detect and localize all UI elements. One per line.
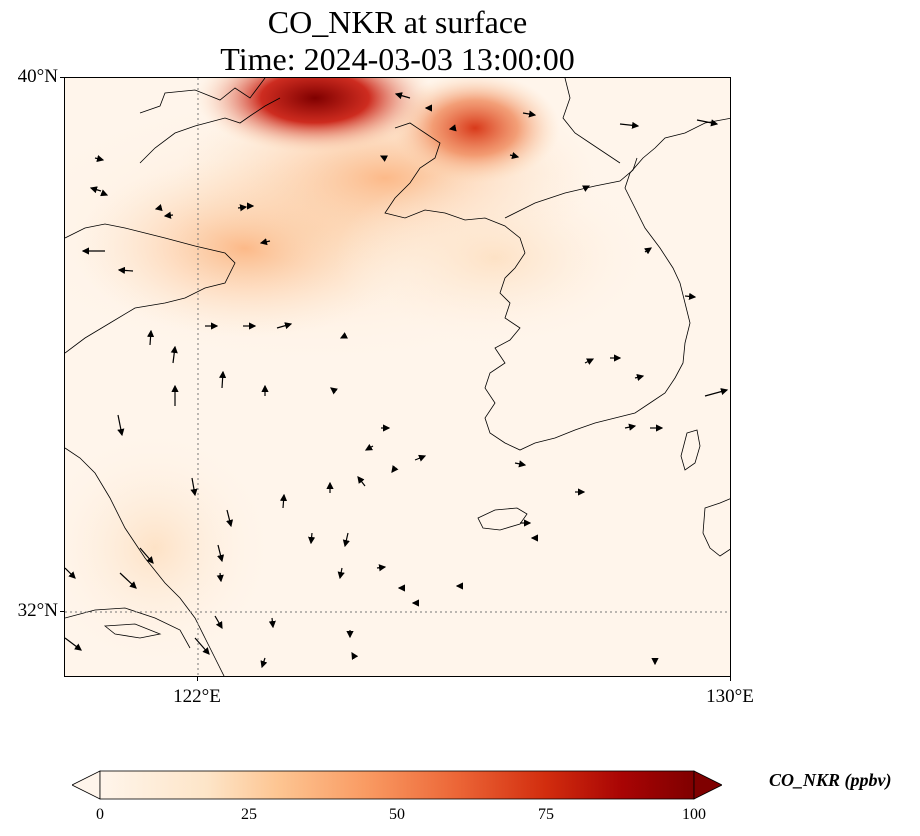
wind-arrow xyxy=(194,637,210,655)
map-title-line-1: CO_NKR at surface xyxy=(267,4,528,40)
wind-arrow xyxy=(522,110,537,118)
colorbar-label: CO_NKR (ppbv) xyxy=(769,770,892,790)
gridlines xyxy=(65,78,730,676)
plume-korea-bay xyxy=(335,168,655,348)
wind-arrow xyxy=(376,564,387,572)
wind-arrow xyxy=(216,572,224,583)
yangtze-island xyxy=(103,623,162,639)
wind-arrow xyxy=(339,332,348,339)
wind-arrow xyxy=(364,443,374,451)
lon-tick-122E xyxy=(197,677,198,681)
wind-arrow xyxy=(268,617,276,629)
concentration-field xyxy=(65,78,655,668)
wind-arrow xyxy=(696,119,719,127)
colorbar-tick-50: 50 xyxy=(389,806,405,823)
wind-arrow xyxy=(163,211,174,219)
colorbar-tick-0: 0 xyxy=(96,806,104,823)
wind-vectors xyxy=(65,92,729,669)
wind-arrow xyxy=(514,460,527,468)
wind-arrow xyxy=(65,637,82,651)
lon-tick-130E xyxy=(730,677,731,681)
wind-arrow xyxy=(214,615,223,630)
japan-kyushu xyxy=(702,498,730,557)
wind-arrow xyxy=(259,238,271,246)
wind-arrow xyxy=(279,493,288,509)
lon-label-122E: 122°E xyxy=(173,686,221,707)
wind-arrow xyxy=(89,186,102,194)
wind-arrow xyxy=(704,388,729,397)
wind-arrow xyxy=(394,92,411,100)
wind-arrow xyxy=(146,329,155,346)
wind-arrow xyxy=(624,423,637,431)
coast-korea-bay xyxy=(384,122,526,254)
map-title-line-2: Time: 2024-03-03 13:00:00 xyxy=(220,41,575,77)
wind-arrow xyxy=(65,567,76,579)
wind-arrow xyxy=(634,373,645,381)
wind-arrow xyxy=(619,121,640,129)
wind-arrow xyxy=(509,152,520,160)
wind-arrow xyxy=(117,266,134,275)
wind-arrow xyxy=(226,509,234,528)
lat-tick-32N xyxy=(60,611,64,612)
wind-arrow xyxy=(582,185,591,192)
colorbar-extend-max xyxy=(693,770,722,800)
wind-arrow xyxy=(337,567,345,580)
lon-label-130E: 130°E xyxy=(706,686,754,707)
colorbar-tick-25: 25 xyxy=(241,806,257,823)
wind-arrow xyxy=(260,657,268,669)
coast-bohai-west xyxy=(65,223,236,354)
wind-arrow xyxy=(119,572,137,589)
wind-arrow xyxy=(94,155,105,163)
coast-korea-north xyxy=(562,78,621,164)
japan-tsushima xyxy=(680,429,701,471)
colorbar-tick-100: 100 xyxy=(682,806,706,823)
wind-arrow xyxy=(342,532,350,548)
wind-arrow xyxy=(448,124,457,132)
wind-arrow xyxy=(379,155,388,162)
wind-arrow xyxy=(170,345,178,364)
coastlines xyxy=(65,78,730,676)
coast-liaodong-bay xyxy=(139,78,266,114)
wind-arrow xyxy=(139,547,154,564)
wind-arrow xyxy=(237,204,248,212)
wind-arrow xyxy=(117,414,125,437)
wind-arrow xyxy=(190,477,198,497)
coast-liaodong-peninsula xyxy=(139,97,281,164)
wind-arrow xyxy=(414,454,427,462)
wind-arrow xyxy=(154,204,163,212)
plume-southwest xyxy=(65,428,275,668)
colorbar xyxy=(72,770,722,800)
wind-arrow xyxy=(276,322,293,330)
wind-arrow xyxy=(584,358,595,365)
colorbar-gradient xyxy=(99,770,695,800)
wind-arrow xyxy=(219,370,227,389)
wind-arrow xyxy=(644,247,652,255)
wind-arrow xyxy=(330,387,338,395)
hotspot-main xyxy=(195,78,435,153)
lat-label-40N: 40°N xyxy=(17,66,58,87)
wind-arrow xyxy=(357,476,366,487)
colorbar-tick-75: 75 xyxy=(538,806,554,823)
wind-arrow xyxy=(684,292,697,300)
colorbar-extend-min xyxy=(72,770,101,800)
wind-arrow xyxy=(100,189,109,197)
wind-arrow xyxy=(308,532,316,545)
coast-yangtze-mouth xyxy=(65,607,191,649)
wind-arrow xyxy=(391,465,399,473)
lat-tick-40N xyxy=(60,77,64,78)
map-panel xyxy=(64,77,731,677)
coast-jiangsu xyxy=(65,447,225,676)
dmz-line xyxy=(504,157,638,219)
wind-arrow xyxy=(217,544,225,563)
map-canvas xyxy=(65,78,730,676)
jeju-island xyxy=(477,507,528,531)
coast-korea-west xyxy=(484,117,730,451)
lat-label-32N: 32°N xyxy=(17,600,58,621)
wind-arrow xyxy=(351,651,359,660)
